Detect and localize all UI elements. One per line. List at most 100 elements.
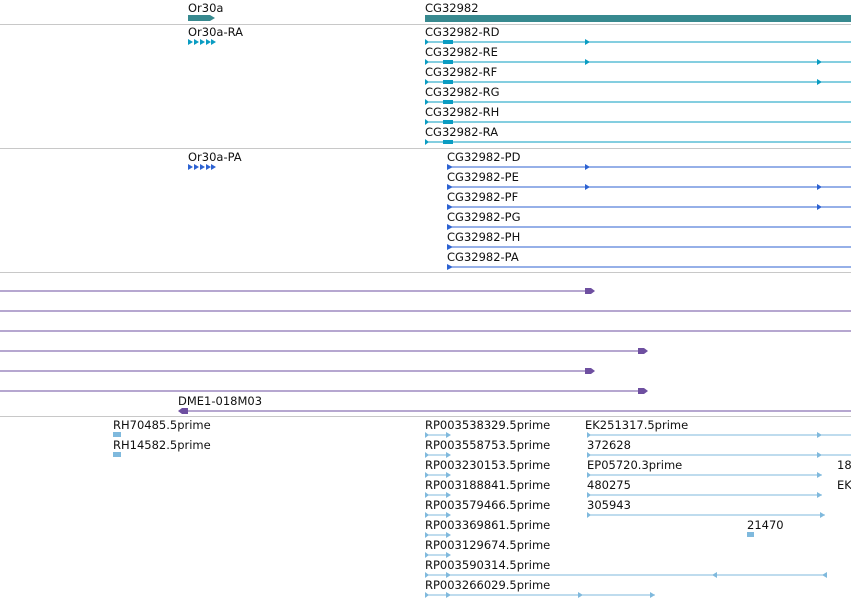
est-arrow [425,452,429,458]
transcript-exon-arrow [425,119,429,125]
est-arrow [587,492,591,498]
protein-label: CG32982-PG [447,210,521,224]
transcript-label: CG32982-RF [425,65,498,79]
est-label: RH70485.5prime [113,418,211,432]
est-label: RP003590314.5prime [425,558,551,572]
protein-exon-arrow [447,264,453,270]
protein-exon-arrow [447,164,453,170]
transcript-exon-arrow [425,99,429,105]
est-label: RP003230153.5prime [425,458,551,472]
est-arrow [446,472,451,478]
transcript-exon-arrow [211,39,216,45]
est-label: 21470 [747,518,784,532]
est-arrow [650,592,655,598]
transcript-exon-arrow [425,39,429,45]
transcript-intron-arrow [585,59,590,65]
track-separator [0,148,851,149]
transcript-exon [443,60,453,64]
transcript-exon [443,100,453,104]
est-arrow [587,512,591,518]
transcript-exon-arrow [194,39,199,45]
est-arrow [817,452,822,458]
est-block [747,532,754,537]
protein-exon-arrow [194,164,199,170]
protein-exon-arrow [447,244,453,250]
est-arrow [425,532,429,538]
protein-exon-arrow [211,164,216,170]
est-arrow [446,492,451,498]
transcript-label: Or30a-RA [188,25,244,39]
est-label: RP003538329.5prime [425,418,551,432]
est-arrow [817,492,822,498]
est-arrow [587,472,591,478]
est-label: RP003129674.5prime [425,538,551,552]
protein-exon-arrow [188,164,193,170]
est-arrow [425,432,429,438]
alignment-block [638,388,648,394]
gene-or30a-bar [188,15,210,21]
est-label: RP003266029.5prime [425,578,551,592]
transcript-label: CG32982-RH [425,105,500,119]
est-label: EK251317.5prime [585,418,689,432]
est-label: EK [837,478,851,492]
transcript-exon-arrow [425,139,429,145]
protein-exon-arrow [200,164,205,170]
protein-intron-arrow [585,164,590,170]
protein-label: CG32982-PE [447,170,519,184]
protein-label: CG32982-PA [447,250,519,264]
transcript-exon [443,80,453,84]
track-separator [0,24,851,25]
transcript-intron-arrow [585,39,590,45]
est-arrow [425,492,429,498]
est-label: 480275 [587,478,631,492]
transcript-label: CG32982-RA [425,125,499,139]
est-arrow [425,472,429,478]
est-label: 372628 [587,438,631,452]
est-arrow [446,552,451,558]
est-block [113,452,121,457]
est-label: RP003579466.5prime [425,498,551,512]
protein-intron-arrow [817,204,822,210]
protein-label: CG32982-PH [447,230,521,244]
transcript-intron-arrow [817,59,822,65]
alignment-block [638,348,648,354]
protein-intron-arrow [817,184,822,190]
alignment-block [585,288,595,294]
protein-exon-arrow [206,164,211,170]
est-label: 305943 [587,498,631,512]
est-label: RH14582.5prime [113,438,211,452]
est-arrow [446,512,451,518]
est-arrow [587,452,591,458]
est-arrow [587,432,591,438]
transcript-label: CG32982-RD [425,25,500,39]
est-label: 18 [837,458,851,472]
transcript-label: CG32982-RG [425,85,500,99]
est-label: RP003369861.5prime [425,518,551,532]
protein-label: CG32982-PF [447,190,519,204]
est-block [113,432,121,437]
alignment-block [178,408,188,414]
transcript-intron-arrow [817,79,822,85]
est-arrow [817,472,822,478]
track-separator [0,416,851,417]
est-arrow [446,432,451,438]
transcript-exon-arrow [425,79,429,85]
transcript-exon-arrow [425,59,429,65]
est-arrow [446,452,451,458]
protein-intron-arrow [585,184,590,190]
est-arrow [425,552,429,558]
transcript-label: CG32982-RE [425,45,498,59]
est-arrow [578,592,583,598]
est-label: EP05720.3prime [587,458,683,472]
gene-cg32982-bar [425,15,851,22]
est-arrow [712,572,717,578]
transcript-exon-arrow [200,39,205,45]
est-arrow [425,512,429,518]
transcript-exon [443,120,453,124]
transcript-exon-arrow [188,39,193,45]
gene-label-cg32982: CG32982 [425,1,479,15]
alignment-label: DME1-018M03 [178,394,263,408]
gene-label-or30a: Or30a [188,1,224,15]
